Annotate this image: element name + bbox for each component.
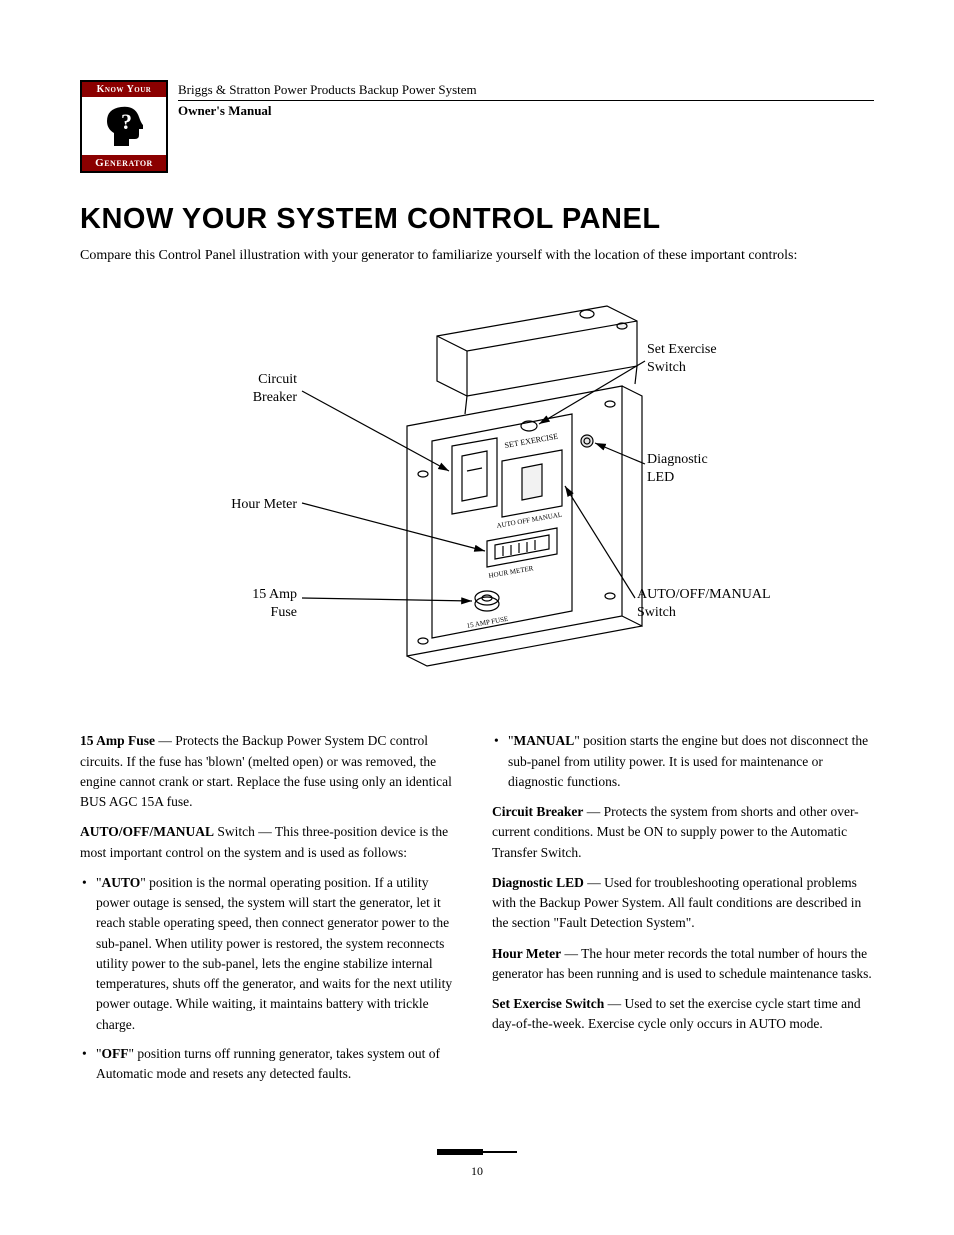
page-footer: 10 — [80, 1144, 874, 1179]
logo: Know Your ? Generator — [80, 80, 168, 173]
para-circuit-breaker: Circuit Breaker — Protects the system fr… — [492, 802, 874, 863]
svg-text:?: ? — [121, 109, 132, 134]
logo-head-icon: ? — [82, 97, 166, 155]
para-hour-meter: Hour Meter — The hour meter records the … — [492, 944, 874, 985]
page-number: 10 — [80, 1164, 874, 1179]
logo-top-label: Know Your — [82, 82, 166, 97]
panel-label-hour: HOUR METER — [488, 564, 534, 580]
left-column: 15 Amp Fuse — Protects the Backup Power … — [80, 731, 462, 1094]
doc-product-title: Briggs & Stratton Power Products Backup … — [178, 82, 874, 101]
body-columns: 15 Amp Fuse — Protects the Backup Power … — [80, 731, 874, 1094]
page-heading: KNOW YOUR SYSTEM CONTROL PANEL — [80, 203, 874, 236]
right-bullet-list: "MANUAL" position starts the engine but … — [492, 731, 874, 792]
doc-owner-line: Owner's Manual — [178, 103, 874, 119]
para-diag-led: Diagnostic LED — Used for troubleshootin… — [492, 873, 874, 934]
panel-illustration: SET EXERCISE AUTO OFF MANUAL HOUR METER … — [167, 296, 787, 676]
panel-label-set-exercise: SET EXERCISE — [504, 432, 559, 450]
page-header: Know Your ? Generator Briggs & Stratton … — [80, 80, 874, 173]
right-column: "MANUAL" position starts the engine but … — [492, 731, 874, 1094]
bullet-auto: "AUTO" position is the normal operating … — [80, 873, 462, 1035]
panel-label-auto: AUTO OFF MANUAL — [496, 511, 563, 530]
bullet-manual: "MANUAL" position starts the engine but … — [492, 731, 874, 792]
para-set-exercise: Set Exercise Switch — Used to set the ex… — [492, 994, 874, 1035]
para-15amp: 15 Amp Fuse — Protects the Backup Power … — [80, 731, 462, 812]
bullet-off: "OFF" position turns off running generat… — [80, 1044, 462, 1085]
para-autoswitch: AUTO/OFF/MANUAL Switch — This three-posi… — [80, 822, 462, 863]
left-bullet-list: "AUTO" position is the normal operating … — [80, 873, 462, 1085]
control-panel-diagram: CircuitBreaker Hour Meter 15 AmpFuse Set… — [80, 296, 874, 676]
intro-paragraph: Compare this Control Panel illustration … — [80, 246, 874, 266]
footer-rule-icon — [437, 1149, 517, 1155]
logo-bottom-label: Generator — [82, 155, 166, 171]
